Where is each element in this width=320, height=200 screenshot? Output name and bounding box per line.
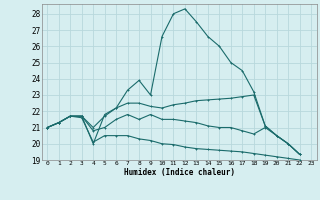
X-axis label: Humidex (Indice chaleur): Humidex (Indice chaleur): [124, 168, 235, 177]
